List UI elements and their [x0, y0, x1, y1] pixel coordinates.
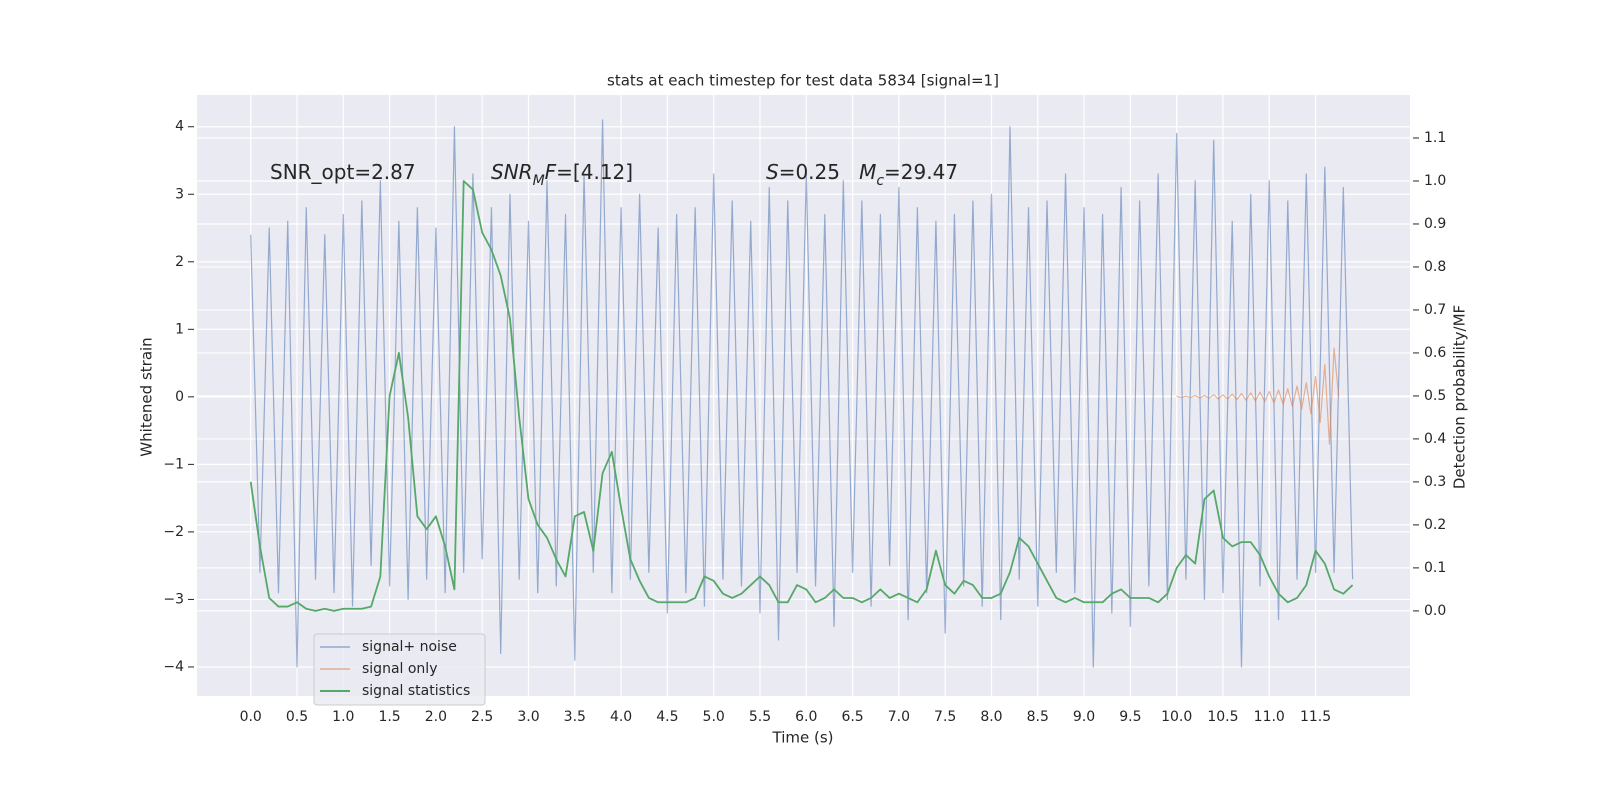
legend-label: signal+ noise	[362, 639, 457, 655]
legend-label: signal only	[362, 661, 437, 677]
y2-tick-label: 0.8	[1424, 259, 1446, 275]
y-tick-label: 3	[175, 186, 184, 202]
x-tick-label: 1.0	[332, 709, 354, 725]
y-axis-label: Whitened strain	[138, 337, 156, 456]
x-tick-label: 2.0	[425, 709, 447, 725]
y2-tick-label: 0.2	[1424, 517, 1446, 533]
x-tick-label: 0.5	[286, 709, 308, 725]
y-tick-label: 4	[175, 119, 184, 135]
x-tick-label: 10.5	[1207, 709, 1238, 725]
x-tick-label: 4.5	[656, 709, 678, 725]
y2-tick-label: 0.1	[1424, 560, 1446, 576]
annotation-part: M	[533, 173, 545, 189]
annotation-part: c	[876, 173, 884, 189]
x-tick-label: 7.5	[934, 709, 956, 725]
legend-label: signal statistics	[362, 683, 470, 699]
y-tick-label: −4	[163, 659, 184, 675]
annotation-part: =0.25	[779, 160, 859, 184]
x-tick-label: 0.0	[240, 709, 262, 725]
annotation-part: S	[766, 160, 779, 184]
y2-tick-label: 0.6	[1424, 345, 1446, 361]
x-tick-label: 5.5	[749, 709, 771, 725]
series-line	[250, 119, 1354, 668]
y2-tick-label: 1.1	[1424, 130, 1446, 146]
y2-tick-label: 0.9	[1424, 216, 1446, 232]
y-tick-label: −3	[163, 591, 184, 607]
y-tick-label: −1	[163, 456, 184, 472]
x-tick-label: 5.0	[703, 709, 725, 725]
x-tick-label: 6.0	[795, 709, 817, 725]
annotation: SNR_opt=2.87	[270, 160, 416, 184]
x-tick-label: 3.0	[517, 709, 539, 725]
x-tick-label: 1.5	[378, 709, 400, 725]
y2-tick-label: 0.5	[1424, 388, 1446, 404]
x-tick-label: 2.5	[471, 709, 493, 725]
legend-box	[313, 633, 486, 706]
x-tick-label: 11.5	[1300, 709, 1331, 725]
annotation-part: =29.47	[884, 160, 958, 184]
y2-tick-label: 0.7	[1424, 302, 1446, 318]
x-tick-label: 8.0	[980, 709, 1002, 725]
series-line	[249, 180, 1354, 612]
chart-title: stats at each timestep for test data 583…	[607, 72, 999, 90]
x-tick-label: 4.0	[610, 709, 632, 725]
y2-tick-label: 1.0	[1424, 173, 1446, 189]
x-tick-label: 6.5	[841, 709, 863, 725]
x-tick-label: 3.5	[564, 709, 586, 725]
x-tick-label: 10.0	[1161, 709, 1192, 725]
x-tick-label: 7.0	[888, 709, 910, 725]
annotation-part: F	[545, 160, 557, 184]
y2-axis-label: Detection probability/MF	[1451, 305, 1469, 489]
x-tick-label: 8.5	[1027, 709, 1049, 725]
annotation-part: =[4.12]	[556, 160, 633, 184]
y2-tick-label: 0.4	[1424, 431, 1446, 447]
x-tick-label: 11.0	[1254, 709, 1285, 725]
annotation-part: SNR	[491, 160, 533, 184]
series-line	[1176, 347, 1340, 445]
annotation: SNRMF=[4.12]	[491, 160, 633, 190]
y-tick-label: 0	[175, 389, 184, 405]
annotation: S=0.25 Mc=29.47	[766, 160, 958, 190]
y-tick-label: 2	[175, 254, 184, 270]
grid	[197, 95, 1410, 696]
x-tick-label: 9.5	[1119, 709, 1141, 725]
x-tick-label: 9.0	[1073, 709, 1095, 725]
annotation-part: SNR_opt=2.87	[270, 160, 416, 184]
y2-tick-label: 0.3	[1424, 474, 1446, 490]
y-tick-label: 1	[175, 321, 184, 337]
y2-tick-label: 0.0	[1424, 603, 1446, 619]
legend: signal+ noise signal only signal statistic…	[313, 633, 486, 706]
x-axis-label: Time (s)	[772, 729, 834, 747]
annotation-part: M	[859, 160, 876, 184]
y-tick-label: −2	[163, 524, 184, 540]
